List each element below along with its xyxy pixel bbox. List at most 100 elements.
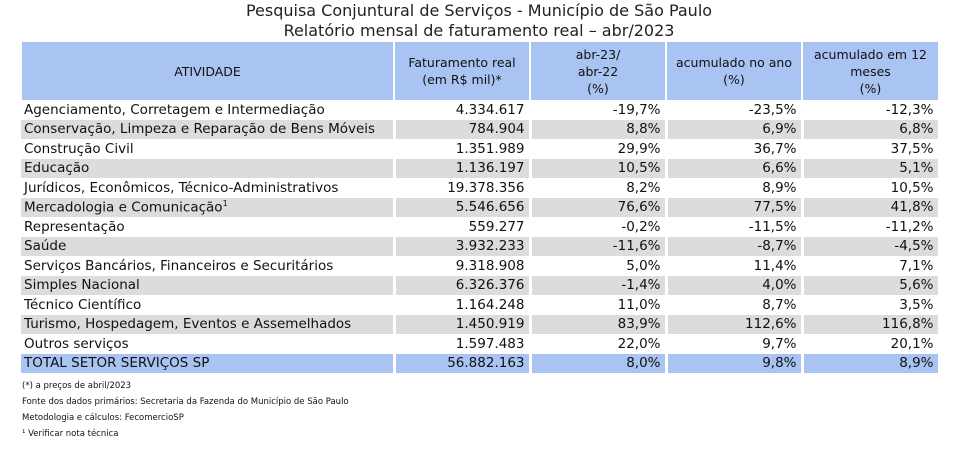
table-row: Conservação, Limpeza e Reparação de Bens…	[21, 119, 941, 139]
atividade-label: Agenciamento, Corretagem e Intermediação	[24, 101, 325, 118]
cell-acum-12: 41,8%	[802, 197, 941, 217]
cell-faturamento: 5.546.656	[394, 197, 532, 217]
cell-total-abr: 8,0%	[530, 353, 668, 373]
cell-atividade: Jurídicos, Econômicos, Técnico-Administr…	[21, 178, 396, 198]
header-atividade: ATIVIDADE	[20, 42, 395, 100]
cell-abr: 83,9%	[530, 314, 668, 334]
cell-atividade: Turismo, Hospedagem, Eventos e Assemelha…	[21, 314, 396, 334]
cell-acum-ano: 77,5%	[666, 197, 804, 217]
cell-acum-ano: 4,0%	[666, 275, 804, 295]
cell-total-acum-ano: 9,8%	[666, 353, 804, 373]
cell-faturamento: 784.904	[394, 119, 532, 139]
cell-abr: -11,6%	[530, 236, 668, 256]
cell-acum-12: -4,5%	[802, 236, 941, 256]
cell-abr: 8,2%	[530, 178, 668, 198]
atividade-label: Jurídicos, Econômicos, Técnico-Administr…	[24, 179, 339, 196]
table-row: Técnico Científico 1.164.248 11,0% 8,7% 3,5%	[21, 295, 941, 315]
table-row: Turismo, Hospedagem, Eventos e Assemelha…	[21, 314, 941, 334]
cell-acum-ano: -11,5%	[666, 217, 804, 237]
table-row: Simples Nacional 6.326.376 -1,4% 4,0% 5,6%	[21, 275, 941, 295]
atividade-label: Outros serviços	[24, 335, 129, 352]
cell-abr: 76,6%	[530, 197, 668, 217]
header-faturamento: Faturamento real (em R$ mil)*	[393, 42, 531, 100]
cell-abr: 8,8%	[530, 119, 668, 139]
cell-faturamento: 3.932.233	[394, 236, 532, 256]
cell-abr: -0,2%	[530, 217, 668, 237]
cell-acum-12: 5,1%	[802, 158, 941, 178]
cell-atividade: Representação	[21, 217, 396, 237]
table-row: Mercadologia e Comunicação1 5.546.656 76,6…	[21, 197, 941, 217]
atividade-label: Turismo, Hospedagem, Eventos e Assemelha…	[24, 316, 352, 333]
header-acumulado-ano: acumulado no ano (%)	[665, 42, 803, 100]
cell-atividade: Técnico Científico	[21, 295, 396, 315]
cell-faturamento: 6.326.376	[394, 275, 532, 295]
atividade-label: Técnico Científico	[24, 296, 142, 313]
cell-acum-12: 10,5%	[802, 178, 941, 198]
cell-total-acum-12: 8,9%	[802, 353, 941, 373]
atividade-label: Representação	[24, 218, 125, 235]
cell-acum-ano: -23,5%	[666, 100, 804, 120]
cell-faturamento: 1.136.197	[394, 158, 532, 178]
report-subtitle: Relatório mensal de faturamento real – a…	[283, 21, 675, 40]
table-row: Outros serviços 1.597.483 22,0% 9,7% 20,1%	[21, 334, 941, 354]
cell-acum-12: 5,6%	[802, 275, 941, 295]
cell-atividade: Conservação, Limpeza e Reparação de Bens…	[21, 119, 396, 139]
cell-abr: 5,0%	[530, 256, 668, 276]
footnotes: (*) a preços de abril/2023 Fonte dos dad…	[22, 378, 349, 442]
cell-acum-ano: 8,9%	[666, 178, 804, 198]
header-acumulado-12-meses: acumulado em 12 meses (%)	[801, 42, 940, 100]
cell-atividade: Construção Civil	[21, 139, 396, 159]
atividade-label: Construção Civil	[24, 140, 134, 157]
cell-atividade: Mercadologia e Comunicação1	[21, 197, 396, 217]
cell-acum-12: 20,1%	[802, 334, 941, 354]
cell-acum-12: 37,5%	[802, 139, 941, 159]
cell-abr: 29,9%	[530, 139, 668, 159]
cell-total-faturamento: 56.882.163	[394, 353, 532, 373]
table-row: Saúde 3.932.233 -11,6% -8,7% -4,5%	[21, 236, 941, 256]
table-row: Jurídicos, Econômicos, Técnico-Administr…	[21, 178, 941, 198]
cell-acum-ano: 112,6%	[666, 314, 804, 334]
table-row: Agenciamento, Corretagem e Intermediação…	[21, 100, 941, 120]
atividade-label: Serviços Bancários, Financeiros e Securi…	[24, 257, 334, 274]
cell-acum-ano: 36,7%	[666, 139, 804, 159]
cell-abr: 10,5%	[530, 158, 668, 178]
cell-faturamento: 19.378.356	[394, 178, 532, 198]
cell-abr: 11,0%	[530, 295, 668, 315]
cell-faturamento: 9.318.908	[394, 256, 532, 276]
cell-total-atividade: TOTAL SETOR SERVIÇOS SP	[21, 353, 396, 373]
cell-acum-ano: 8,7%	[666, 295, 804, 315]
cell-atividade: Serviços Bancários, Financeiros e Securi…	[21, 256, 396, 276]
atividade-label: Mercadologia e Comunicação	[24, 199, 223, 216]
cell-acum-ano: -8,7%	[666, 236, 804, 256]
cell-abr: -1,4%	[530, 275, 668, 295]
table-row: Construção Civil 1.351.989 29,9% 36,7% 37,5%	[21, 139, 941, 159]
cell-acum-ano: 6,9%	[666, 119, 804, 139]
cell-abr: -19,7%	[530, 100, 668, 120]
cell-atividade: Educação	[21, 158, 396, 178]
revenue-table: ATIVIDADE Faturamento real (em R$ mil)* a…	[20, 42, 941, 373]
cell-acum-ano: 9,7%	[666, 334, 804, 354]
footnote-nota-tecnica: ¹ Verificar nota técnica	[22, 429, 119, 439]
footnote-fonte: Fonte dos dados primários: Secretaria da…	[22, 397, 349, 407]
cell-atividade: Saúde	[21, 236, 396, 256]
cell-atividade: Agenciamento, Corretagem e Intermediação	[21, 100, 396, 120]
atividade-label: Educação	[24, 160, 90, 177]
cell-abr: 22,0%	[530, 334, 668, 354]
cell-faturamento: 1.450.919	[394, 314, 532, 334]
cell-faturamento: 4.334.617	[394, 100, 532, 120]
footnote-precos: (*) a preços de abril/2023	[22, 381, 132, 391]
cell-faturamento: 559.277	[394, 217, 532, 237]
cell-faturamento: 1.164.248	[394, 295, 532, 315]
footnote-metodologia: Metodologia e cálculos: FecomercioSP	[22, 413, 184, 423]
total-row: TOTAL SETOR SERVIÇOS SP 56.882.163 8,0% 9,8…	[21, 353, 941, 373]
cell-acum-12: 3,5%	[802, 295, 941, 315]
cell-acum-12: 6,8%	[802, 119, 941, 139]
atividade-label: Simples Nacional	[24, 277, 140, 294]
footnote-marker: 1	[222, 199, 228, 208]
cell-acum-12: 7,1%	[802, 256, 941, 276]
cell-faturamento: 1.597.483	[394, 334, 532, 354]
atividade-label: Conservação, Limpeza e Reparação de Bens…	[24, 121, 376, 138]
cell-faturamento: 1.351.989	[394, 139, 532, 159]
table-row: Educação 1.136.197 10,5% 6,6% 5,1%	[21, 158, 941, 178]
cell-acum-12: -11,2%	[802, 217, 941, 237]
